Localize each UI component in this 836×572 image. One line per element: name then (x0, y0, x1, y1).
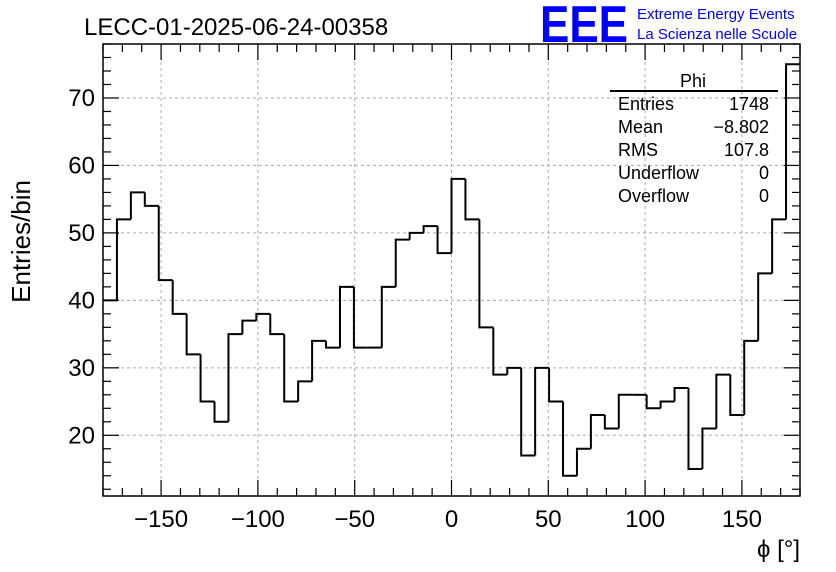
x-tick-label: 0 (445, 506, 458, 533)
histogram-bin (241, 319, 257, 335)
stats-title: Phi (680, 71, 706, 91)
histogram-bin (352, 286, 368, 349)
y-tick-label: 40 (68, 287, 95, 314)
histogram-bin (157, 205, 173, 282)
stats-box: Phi Entries 1748 Mean −8.802 RMS 107.8 Underfl… (610, 71, 778, 206)
histogram-bin (283, 334, 299, 403)
eee-logo: EEE (540, 0, 628, 54)
y-tick-label: 50 (68, 220, 95, 247)
histogram-bin (227, 333, 243, 422)
histogram-bin (297, 380, 313, 402)
histogram-bin (492, 327, 508, 376)
stats-label: Mean (618, 117, 663, 137)
histogram-bin (408, 231, 424, 240)
y-axis-label: Entries/bin (6, 180, 36, 303)
x-tick-label: −50 (334, 506, 375, 533)
histogram-bin (771, 218, 787, 274)
histogram-bin (589, 414, 605, 449)
histogram-bin (534, 366, 550, 456)
histogram-bin (115, 218, 131, 301)
histogram-bin (548, 367, 564, 403)
histogram-bars (103, 63, 800, 477)
histogram-bin (645, 394, 661, 410)
logo-caption-line1: Extreme Energy Events (637, 6, 795, 23)
histogram-bin (575, 447, 591, 476)
histogram-bin (687, 388, 703, 471)
histogram-bin (659, 400, 675, 409)
histogram-bin (562, 401, 577, 477)
histogram-bin (129, 191, 145, 220)
stats-value: 107.8 (724, 140, 769, 160)
histogram-bin (394, 238, 410, 287)
histogram-bin (311, 339, 327, 382)
histogram-bin (380, 285, 396, 348)
x-tick-label: −100 (231, 506, 285, 533)
plot-frame (102, 43, 801, 497)
x-tick-label: −150 (134, 506, 188, 533)
histogram-bin (603, 415, 619, 430)
histogram-bin (185, 313, 201, 356)
histogram-bin (199, 354, 215, 403)
y-tick-label: 60 (68, 152, 95, 179)
histogram-bin (338, 285, 354, 348)
histogram-bin (422, 225, 438, 233)
x-tick-label: 150 (722, 506, 762, 533)
x-tick-label: 100 (625, 506, 665, 533)
stats-value: −8.802 (713, 117, 769, 137)
histogram-bin (520, 367, 536, 457)
histogram-bin (478, 219, 494, 329)
histogram-bin (143, 192, 159, 207)
stats-value: 0 (759, 163, 769, 183)
stats-value: 0 (759, 186, 769, 206)
y-tick-label: 30 (68, 355, 95, 382)
y-tick-label: 20 (68, 422, 95, 449)
histogram-bin (213, 401, 229, 423)
stats-label: Underflow (618, 163, 700, 183)
x-tick-label: 50 (535, 506, 562, 533)
histogram-bin (617, 393, 633, 429)
y-tick-label: 70 (68, 85, 95, 112)
stats-label: Entries (618, 94, 674, 114)
histogram-bin (729, 374, 745, 417)
histogram-bin (506, 366, 522, 375)
logo-caption-line2: La Scienza nelle Scuole (637, 26, 797, 43)
histogram-bin (715, 373, 731, 429)
histogram-bin (450, 177, 466, 254)
histogram-bin (701, 427, 717, 470)
histogram-bin (325, 340, 340, 349)
histogram-bin (255, 312, 271, 321)
histogram-bin (171, 280, 187, 315)
histogram-bin (673, 387, 689, 402)
grid-lines (103, 44, 800, 496)
histogram-bin (743, 339, 759, 416)
stats-label: RMS (618, 140, 658, 160)
histogram-bin (757, 272, 773, 341)
histogram-bin (464, 178, 480, 221)
histogram-bin (436, 226, 452, 255)
run-title: LECC-01-2025-06-24-00358 (84, 14, 388, 41)
histogram-bin (785, 63, 800, 220)
stats-label: Overflow (618, 186, 690, 206)
histogram-bin (269, 313, 285, 336)
stats-value: 1748 (729, 94, 769, 114)
x-axis-label: ϕ [°] (757, 536, 800, 563)
tick-labels: −150 −100 −50 0 50 100 150 20 30 40 50 60 70 (68, 85, 762, 533)
